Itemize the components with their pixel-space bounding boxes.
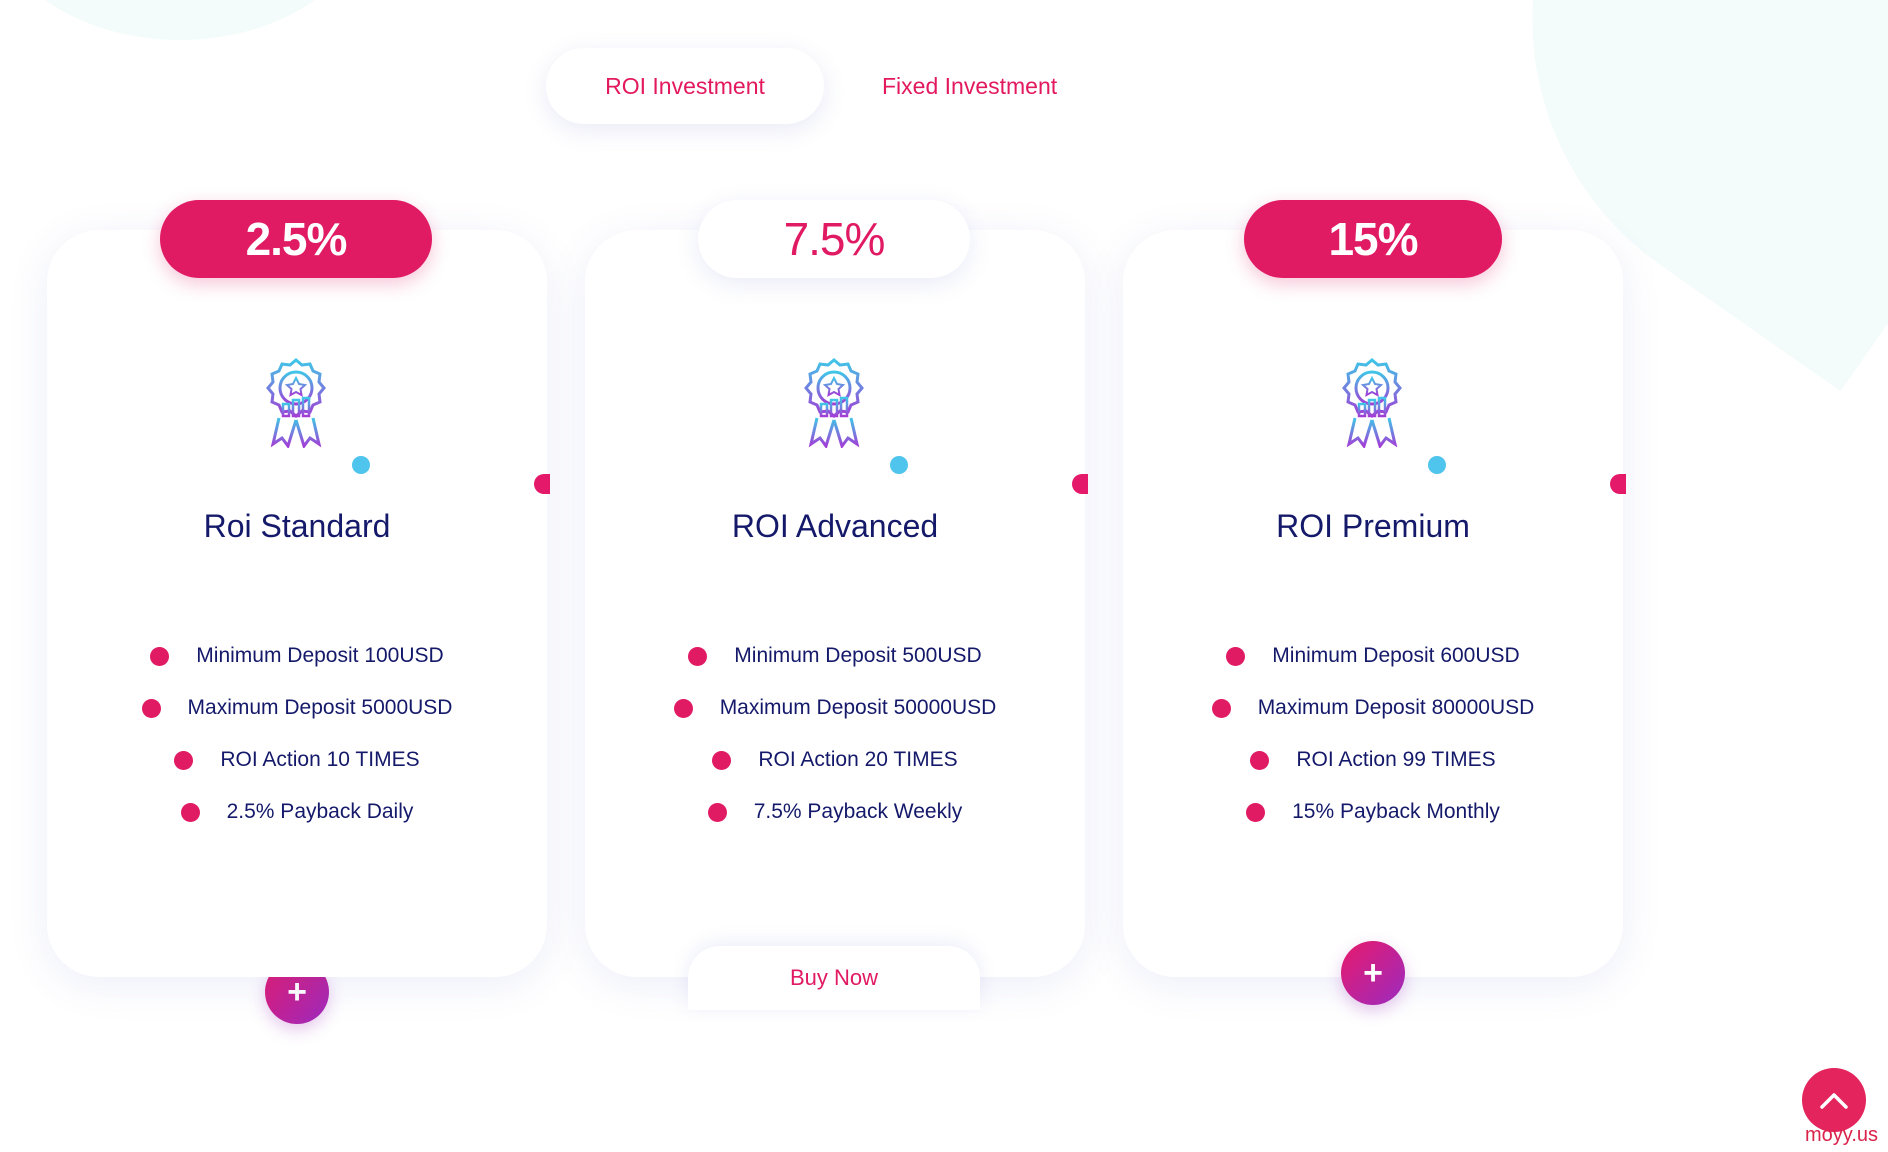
tab-roi-investment[interactable]: ROI Investment: [546, 48, 824, 124]
investment-tabs: ROI Investment Fixed Investment: [546, 48, 1115, 124]
scroll-to-top-button[interactable]: [1802, 1068, 1866, 1132]
plan-card-advanced: 7.5% ROI Advanced Minimum Deposit 500USD…: [585, 200, 1088, 1010]
list-item: Minimum Deposit 500USD: [585, 630, 1085, 682]
bullet-icon: [174, 750, 194, 770]
decorative-dot: [352, 456, 370, 474]
tab-fixed-investment[interactable]: Fixed Investment: [882, 72, 1058, 99]
decorative-dot: [1072, 474, 1088, 494]
list-item: Maximum Deposit 50000USD: [585, 682, 1085, 734]
list-item: ROI Action 99 TIMES: [1123, 734, 1623, 786]
feature-list: Minimum Deposit 100USD Maximum Deposit 5…: [47, 630, 547, 838]
buy-now-button[interactable]: Buy Now: [688, 946, 980, 1010]
plus-button[interactable]: +: [265, 960, 329, 1024]
bullet-icon: [673, 698, 693, 718]
medal-icon: [266, 358, 326, 448]
bullet-icon: [707, 802, 727, 822]
bullet-icon: [1246, 802, 1266, 822]
feature-list: Minimum Deposit 600USD Maximum Deposit 8…: [1123, 630, 1623, 838]
medal-icon: [804, 358, 864, 448]
list-item: ROI Action 10 TIMES: [47, 734, 547, 786]
list-item: 15% Payback Monthly: [1123, 786, 1623, 838]
bullet-icon: [1226, 646, 1246, 666]
bullet-icon: [180, 802, 200, 822]
bullet-icon: [1250, 750, 1270, 770]
plan-title: ROI Premium: [1276, 508, 1470, 544]
background-blob: [0, 0, 370, 40]
decorative-dot: [890, 456, 908, 474]
decorative-dot: [1610, 474, 1626, 494]
bullet-icon: [141, 698, 161, 718]
plan-card-standard: 2.5% Roi Standard Minimum Deposit 100USD…: [47, 200, 550, 1024]
rate-badge: 7.5%: [698, 200, 970, 278]
list-item: 7.5% Payback Weekly: [585, 786, 1085, 838]
decorative-dot: [1428, 456, 1446, 474]
watermark: moyy.us: [1805, 1124, 1878, 1146]
list-item: Maximum Deposit 80000USD: [1123, 682, 1623, 734]
rate-badge: 2.5%: [160, 200, 432, 278]
chevron-up-icon: [1820, 1093, 1848, 1109]
medal-icon: [1342, 358, 1402, 448]
decorative-dot: [534, 474, 550, 494]
bullet-icon: [688, 646, 708, 666]
list-item: Maximum Deposit 5000USD: [47, 682, 547, 734]
plus-button[interactable]: +: [1341, 941, 1405, 1005]
list-item: 2.5% Payback Daily: [47, 786, 547, 838]
bullet-icon: [712, 750, 732, 770]
plan-card-premium: 15% ROI Premium Minimum Deposit 600USD M…: [1123, 200, 1626, 1005]
bullet-icon: [150, 646, 170, 666]
rate-badge: 15%: [1244, 200, 1502, 278]
list-item: Minimum Deposit 600USD: [1123, 630, 1623, 682]
plan-title: ROI Advanced: [731, 508, 939, 544]
plan-title: Roi Standard: [203, 508, 391, 544]
list-item: ROI Action 20 TIMES: [585, 734, 1085, 786]
bullet-icon: [1211, 698, 1231, 718]
list-item: Minimum Deposit 100USD: [47, 630, 547, 682]
feature-list: Minimum Deposit 500USD Maximum Deposit 5…: [585, 630, 1085, 838]
